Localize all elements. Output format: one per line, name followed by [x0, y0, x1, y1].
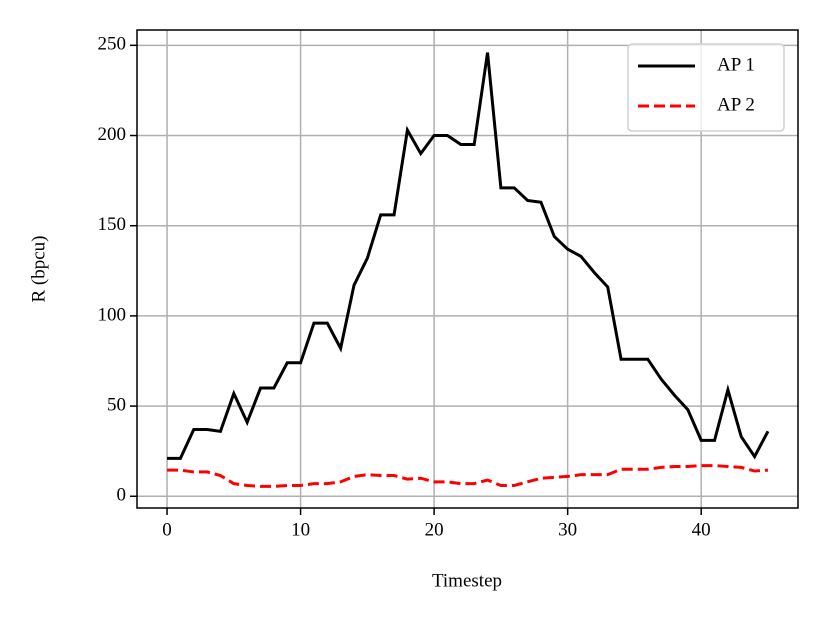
data-line	[167, 464, 769, 488]
x-tick-label: 10	[291, 519, 310, 540]
y-tick-label: 50	[107, 394, 126, 415]
x-tick-label: 20	[425, 519, 444, 540]
x-axis-label: Timestep	[432, 570, 502, 591]
y-tick-label: 200	[98, 124, 127, 145]
y-tick-label: 150	[98, 214, 127, 235]
y-tick-label: 0	[117, 485, 127, 506]
legend-box	[627, 43, 785, 132]
y-axis-label: R (bpcu)	[28, 235, 49, 302]
legend-label: AP 2	[717, 94, 755, 115]
x-tick-label: 40	[692, 519, 711, 540]
x-tick-label: 0	[162, 519, 172, 540]
plot-frame	[136, 29, 799, 509]
data-line	[167, 52, 770, 460]
legend: AP 1 AP 2	[627, 43, 785, 132]
legend-label: AP 1	[717, 54, 755, 75]
y-tick-label: 250	[98, 34, 127, 55]
x-tick-label: 30	[558, 519, 577, 540]
y-tick-label: 100	[98, 304, 127, 325]
